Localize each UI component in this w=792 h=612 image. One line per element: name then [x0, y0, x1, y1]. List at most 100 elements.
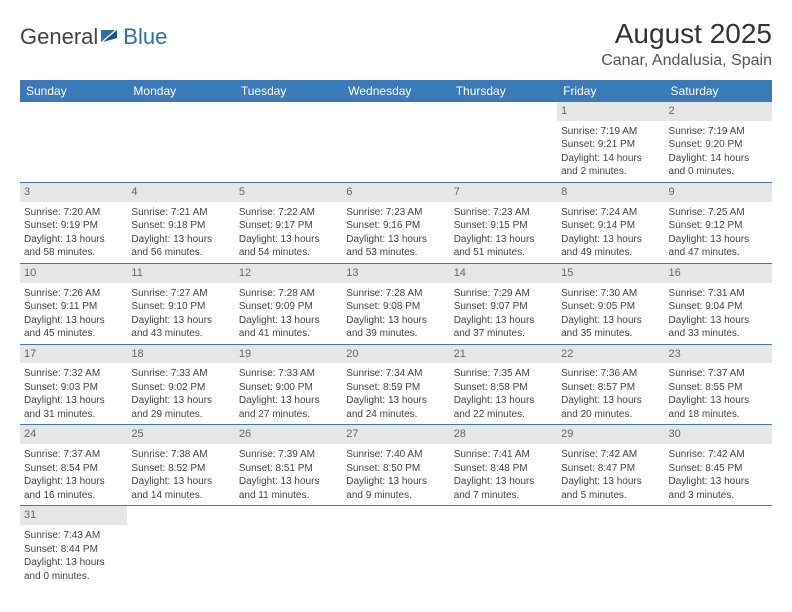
day-line-sr: Sunrise: 7:33 AM [239, 367, 338, 381]
day-line-dl2: and 33 minutes. [669, 327, 768, 341]
day-line-ss: Sunset: 9:19 PM [24, 219, 123, 233]
month-title: August 2025 [601, 18, 772, 50]
day-line-dl1: Daylight: 13 hours [561, 314, 660, 328]
weekday-header: Sunday [20, 80, 127, 102]
day-details: Sunrise: 7:27 AMSunset: 9:10 PMDaylight:… [127, 285, 234, 344]
day-line-sr: Sunrise: 7:42 AM [561, 448, 660, 462]
day-line-sr: Sunrise: 7:31 AM [669, 287, 768, 301]
calendar-cell: 2 Sunrise: 7:19 AMSunset: 9:20 PMDaylight… [665, 102, 772, 182]
day-line-dl2: and 41 minutes. [239, 327, 338, 341]
day-line-sr: Sunrise: 7:42 AM [669, 448, 768, 462]
calendar-row: 1Sunrise: 7:19 AMSunset: 9:21 PMDaylight… [20, 102, 772, 182]
day-number: 4 [127, 183, 234, 202]
title-block: August 2025 Canar, Andalusia, Spain [601, 18, 772, 70]
day-line-dl1: Daylight: 13 hours [454, 475, 553, 489]
day-line-dl1: Daylight: 13 hours [131, 233, 230, 247]
day-line-sr: Sunrise: 7:34 AM [346, 367, 445, 381]
calendar-cell: 23Sunrise: 7:37 AMSunset: 8:55 PMDayligh… [665, 344, 772, 425]
day-line-sr: Sunrise: 7:33 AM [131, 367, 230, 381]
day-line-sr: Sunrise: 7:27 AM [131, 287, 230, 301]
day-line-ss: Sunset: 8:52 PM [131, 462, 230, 476]
day-line-sr: Sunrise: 7:26 AM [24, 287, 123, 301]
day-number: 27 [342, 425, 449, 444]
day-number: 31 [20, 506, 127, 525]
day-details: Sunrise: 7:32 AMSunset: 9:03 PMDaylight:… [20, 365, 127, 424]
calendar-cell: 17Sunrise: 7:32 AMSunset: 9:03 PMDayligh… [20, 344, 127, 425]
day-line-sr: Sunrise: 7:23 AM [454, 206, 553, 220]
day-line-sr: Sunrise: 7:39 AM [239, 448, 338, 462]
day-line-ss: Sunset: 9:08 PM [346, 300, 445, 314]
day-line-dl1: Daylight: 13 hours [24, 475, 123, 489]
day-line-ss: Sunset: 9:15 PM [454, 219, 553, 233]
day-line-dl2: and 27 minutes. [239, 408, 338, 422]
day-line-dl1: Daylight: 13 hours [239, 475, 338, 489]
day-line-dl2: and 54 minutes. [239, 246, 338, 260]
day-line-dl2: and 24 minutes. [346, 408, 445, 422]
day-details: Sunrise: 7:36 AMSunset: 8:57 PMDaylight:… [557, 365, 664, 424]
weekday-header: Monday [127, 80, 234, 102]
weekday-header: Friday [557, 80, 664, 102]
weekday-header: Wednesday [342, 80, 449, 102]
day-line-dl2: and 43 minutes. [131, 327, 230, 341]
day-line-dl1: Daylight: 13 hours [561, 394, 660, 408]
day-line-dl2: and 39 minutes. [346, 327, 445, 341]
day-number: 12 [235, 264, 342, 283]
day-details: Sunrise: 7:40 AMSunset: 8:50 PMDaylight:… [342, 446, 449, 505]
logo-text-general: General [20, 24, 98, 50]
day-details: Sunrise: 7:41 AMSunset: 8:48 PMDaylight:… [450, 446, 557, 505]
day-number: 20 [342, 345, 449, 364]
calendar-cell: 26 Sunrise: 7:39 AMSunset: 8:51 PMDayligh… [235, 425, 342, 506]
day-details: Sunrise: 7:29 AMSunset: 9:07 PMDaylight:… [450, 285, 557, 344]
day-details: Sunrise: 7:25 AMSunset: 9:12 PMDaylight:… [665, 204, 772, 263]
day-line-sr: Sunrise: 7:37 AM [24, 448, 123, 462]
calendar-cell: 4Sunrise: 7:21 AMSunset: 9:18 PMDaylight… [127, 182, 234, 263]
day-line-ss: Sunset: 9:11 PM [24, 300, 123, 314]
day-details: Sunrise: 7:39 AMSunset: 8:51 PMDaylight:… [235, 446, 342, 505]
day-line-dl2: and 18 minutes. [669, 408, 768, 422]
day-line-dl1: Daylight: 13 hours [561, 475, 660, 489]
day-number: 11 [127, 264, 234, 283]
day-number: 2 [665, 102, 772, 121]
day-line-dl1: Daylight: 14 hours [669, 152, 768, 166]
day-line-dl1: Daylight: 13 hours [669, 314, 768, 328]
day-details: Sunrise: 7:24 AMSunset: 9:14 PMDaylight:… [557, 204, 664, 263]
day-line-sr: Sunrise: 7:32 AM [24, 367, 123, 381]
calendar-cell: 9Sunrise: 7:25 AMSunset: 9:12 PMDaylight… [665, 182, 772, 263]
day-line-ss: Sunset: 8:55 PM [669, 381, 768, 395]
day-number: 24 [20, 425, 127, 444]
day-line-sr: Sunrise: 7:23 AM [346, 206, 445, 220]
day-details: Sunrise: 7:22 AMSunset: 9:17 PMDaylight:… [235, 204, 342, 263]
day-details: Sunrise: 7:35 AMSunset: 8:58 PMDaylight:… [450, 365, 557, 424]
weekday-header: Thursday [450, 80, 557, 102]
day-line-dl1: Daylight: 13 hours [346, 394, 445, 408]
day-number: 13 [342, 264, 449, 283]
location-text: Canar, Andalusia, Spain [601, 52, 772, 70]
day-line-dl2: and 29 minutes. [131, 408, 230, 422]
calendar-cell [342, 102, 449, 182]
day-line-dl1: Daylight: 13 hours [346, 314, 445, 328]
day-line-ss: Sunset: 9:05 PM [561, 300, 660, 314]
day-line-dl1: Daylight: 13 hours [346, 233, 445, 247]
weekday-header: Tuesday [235, 80, 342, 102]
day-line-dl2: and 2 minutes. [561, 165, 660, 179]
day-line-dl2: and 53 minutes. [346, 246, 445, 260]
day-line-dl2: and 3 minutes. [669, 489, 768, 503]
calendar-cell: 7Sunrise: 7:23 AMSunset: 9:15 PMDaylight… [450, 182, 557, 263]
day-line-dl2: and 0 minutes. [24, 570, 123, 584]
day-details: Sunrise: 7:19 AMSunset: 9:20 PMDaylight:… [665, 123, 772, 182]
day-line-dl2: and 49 minutes. [561, 246, 660, 260]
day-line-dl1: Daylight: 13 hours [454, 394, 553, 408]
day-number: 23 [665, 345, 772, 364]
day-number: 26 [235, 425, 342, 444]
day-line-dl2: and 47 minutes. [669, 246, 768, 260]
day-line-sr: Sunrise: 7:28 AM [346, 287, 445, 301]
day-details: Sunrise: 7:31 AMSunset: 9:04 PMDaylight:… [665, 285, 772, 344]
calendar-table: Sunday Monday Tuesday Wednesday Thursday… [20, 80, 772, 586]
day-line-dl2: and 20 minutes. [561, 408, 660, 422]
day-line-ss: Sunset: 9:16 PM [346, 219, 445, 233]
day-line-dl1: Daylight: 13 hours [131, 314, 230, 328]
day-line-sr: Sunrise: 7:29 AM [454, 287, 553, 301]
day-line-dl2: and 22 minutes. [454, 408, 553, 422]
calendar-cell [557, 506, 664, 586]
day-line-dl1: Daylight: 14 hours [561, 152, 660, 166]
